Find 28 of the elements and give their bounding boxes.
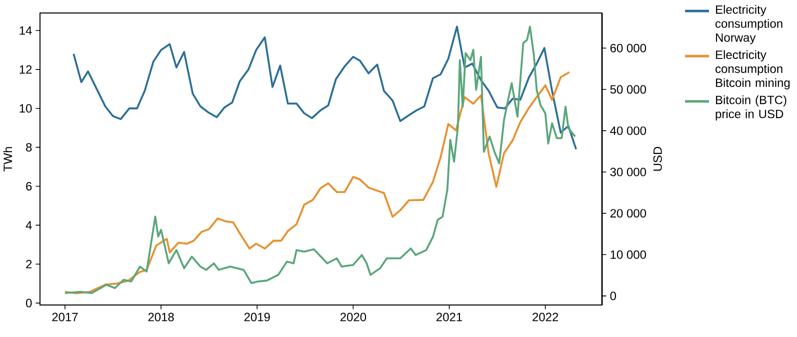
y2-tick-label: 30 000 xyxy=(610,168,646,176)
legend-label: Electricity consumption Bitcoin mining xyxy=(716,50,790,90)
y-tick-label: 0 xyxy=(26,298,32,308)
y2-tick-label: 50 000 xyxy=(610,85,646,94)
y-tick-label: 14 xyxy=(20,26,32,35)
x-tick-label: 2017 xyxy=(52,312,78,322)
x-tick-label: 2022 xyxy=(532,312,558,322)
y-tick-label: 6 xyxy=(26,182,32,190)
x-tick-label: 2021 xyxy=(436,312,462,322)
y-tick-label: 10 xyxy=(20,104,32,113)
y-tick-label: 4 xyxy=(26,221,32,230)
legend-label: Electricity consumption Norway xyxy=(716,5,782,44)
y-tick-label: 8 xyxy=(26,143,32,152)
y-axis-title: TWh xyxy=(3,147,12,172)
y-tick-label: 2 xyxy=(26,260,32,268)
line-series xyxy=(64,71,570,294)
x-tick-label: 2019 xyxy=(244,312,270,322)
y2-tick-label: 40 000 xyxy=(610,126,646,135)
y2-tick-label: 10 000 xyxy=(610,250,646,259)
x-tick-label: 2018 xyxy=(148,312,174,322)
y-tick-label: 12 xyxy=(20,65,32,74)
x-tick-label: 2020 xyxy=(340,312,366,322)
y2-axis-title: USD xyxy=(653,146,662,171)
line-series xyxy=(64,26,576,294)
y2-tick-label: 0 xyxy=(610,292,616,300)
legend-label: Bitcoin (BTC) price in USD xyxy=(716,95,786,121)
y2-tick-label: 20 000 xyxy=(610,209,646,218)
y2-tick-label: 60 000 xyxy=(610,44,646,52)
